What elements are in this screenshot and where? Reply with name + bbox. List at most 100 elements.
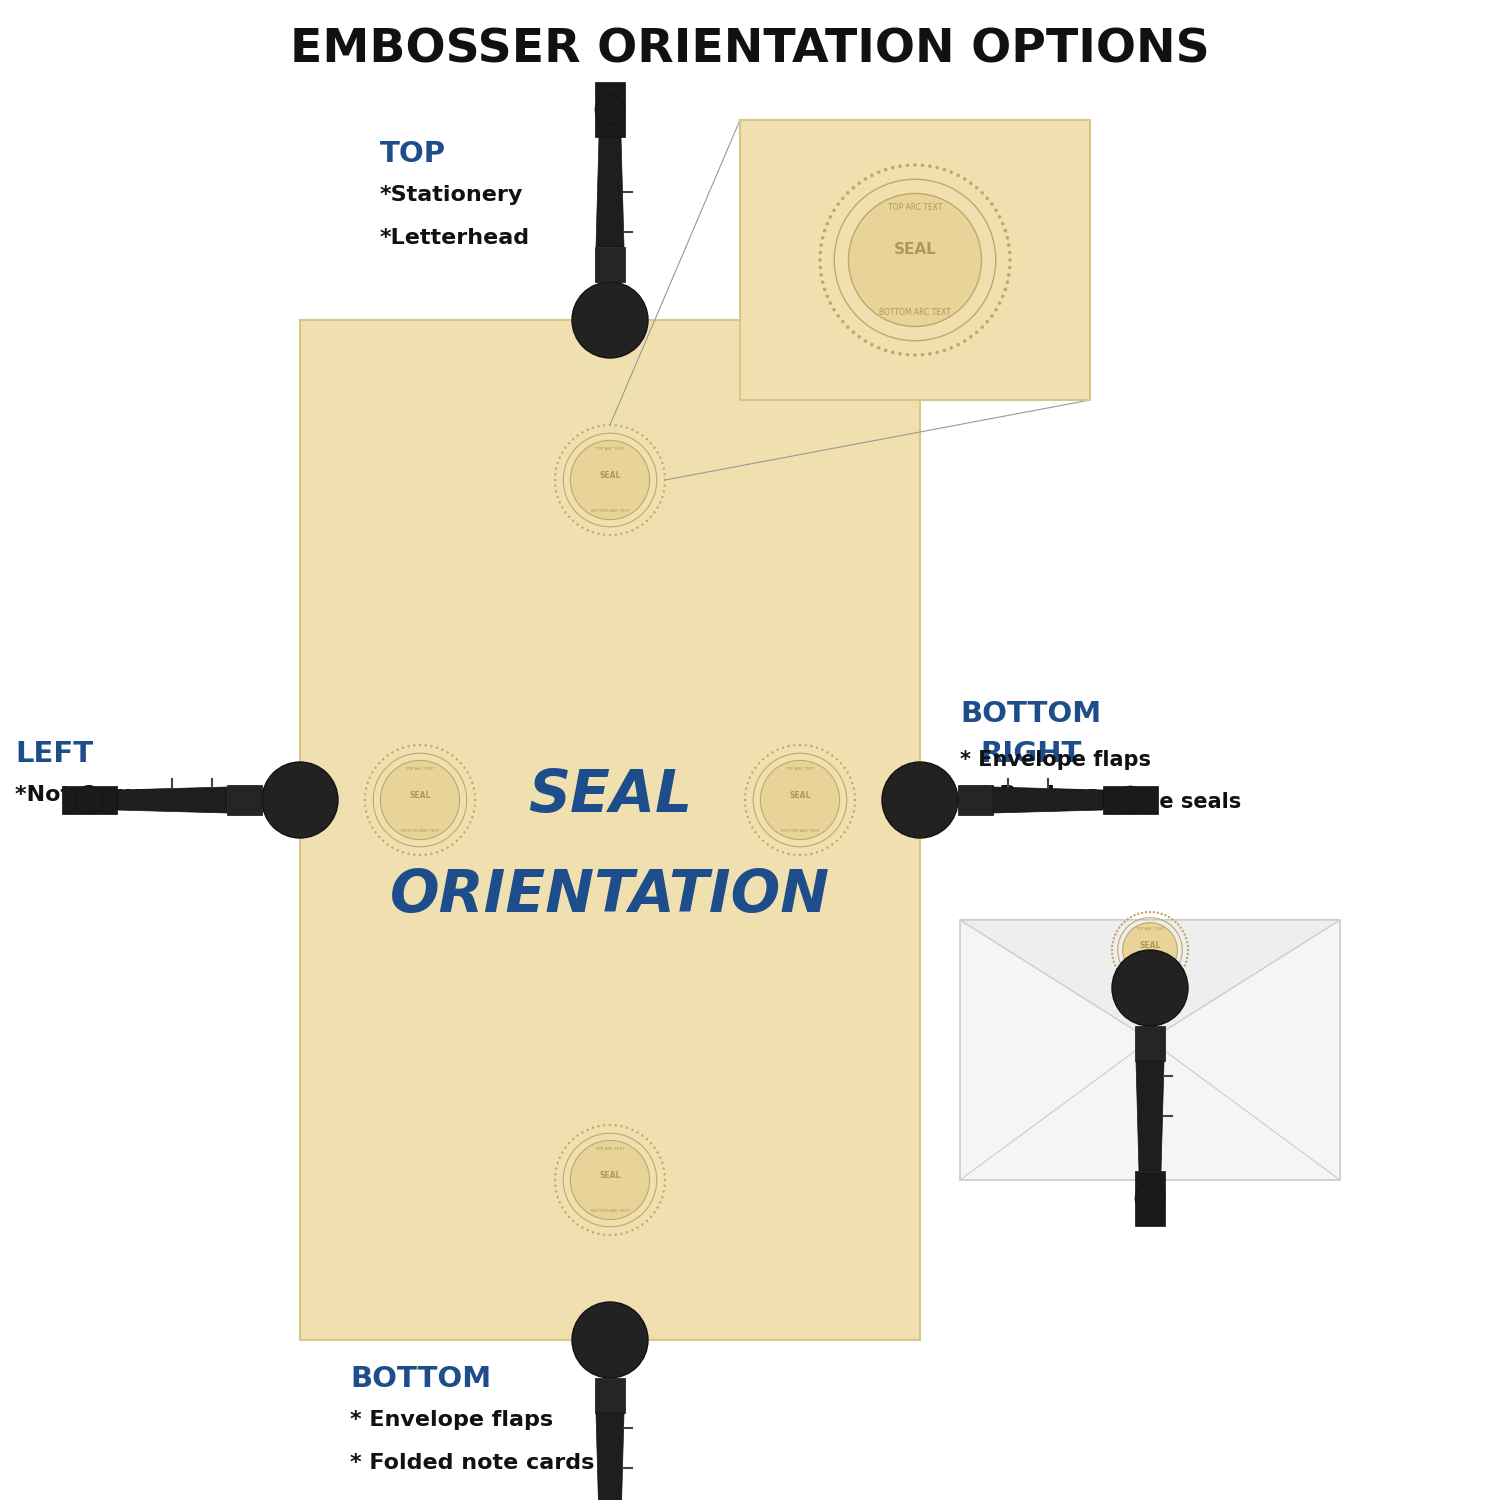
Circle shape [662, 1196, 663, 1198]
Circle shape [464, 831, 465, 834]
Circle shape [1186, 940, 1188, 944]
Polygon shape [958, 784, 993, 814]
Circle shape [752, 827, 753, 828]
Circle shape [1112, 957, 1114, 958]
Circle shape [609, 1124, 610, 1126]
Circle shape [1137, 986, 1140, 987]
Circle shape [572, 282, 648, 358]
Circle shape [1120, 974, 1124, 976]
Circle shape [957, 174, 960, 177]
Circle shape [824, 288, 827, 291]
Circle shape [1142, 912, 1143, 914]
Circle shape [370, 771, 374, 774]
Circle shape [1186, 950, 1190, 951]
Circle shape [777, 748, 778, 752]
Circle shape [746, 810, 747, 813]
Circle shape [657, 1206, 658, 1209]
Circle shape [963, 177, 966, 182]
Circle shape [558, 456, 561, 459]
Polygon shape [993, 788, 1102, 813]
Circle shape [936, 166, 939, 170]
Circle shape [762, 840, 765, 842]
Circle shape [603, 534, 606, 536]
Circle shape [870, 344, 873, 346]
Circle shape [582, 1227, 584, 1228]
Circle shape [819, 251, 822, 255]
Circle shape [794, 744, 795, 747]
Circle shape [663, 468, 664, 470]
Circle shape [645, 519, 648, 522]
Circle shape [471, 816, 474, 818]
Circle shape [986, 196, 988, 200]
Circle shape [842, 320, 844, 324]
Circle shape [804, 853, 807, 856]
Circle shape [658, 501, 662, 504]
Text: SEAL: SEAL [600, 471, 621, 480]
Circle shape [788, 746, 790, 747]
Circle shape [906, 352, 909, 357]
Circle shape [837, 314, 840, 318]
Circle shape [1007, 273, 1011, 276]
Circle shape [586, 1128, 590, 1131]
Circle shape [1000, 222, 1005, 225]
Text: BOTTOM: BOTTOM [350, 1365, 492, 1394]
Bar [740, 120, 1090, 400]
Circle shape [1179, 970, 1182, 974]
Circle shape [921, 164, 924, 166]
Circle shape [846, 326, 849, 328]
Circle shape [1120, 924, 1124, 926]
Circle shape [554, 1179, 556, 1180]
Circle shape [564, 447, 567, 448]
Circle shape [1186, 952, 1190, 956]
Circle shape [1000, 294, 1005, 298]
Circle shape [626, 1232, 628, 1233]
Text: ORIENTATION: ORIENTATION [390, 867, 830, 924]
Circle shape [582, 1131, 584, 1134]
Circle shape [843, 831, 846, 834]
Circle shape [747, 816, 748, 818]
Circle shape [1134, 914, 1136, 916]
Circle shape [466, 827, 470, 828]
Circle shape [576, 435, 579, 436]
Text: TOP ARC TEXT: TOP ARC TEXT [1136, 927, 1164, 930]
Circle shape [436, 850, 438, 853]
Text: * Envelope flaps: * Envelope flaps [350, 1410, 554, 1430]
Circle shape [794, 853, 795, 856]
Text: SEAL: SEAL [410, 790, 430, 800]
Polygon shape [596, 248, 626, 282]
Circle shape [650, 1142, 652, 1144]
Circle shape [852, 330, 855, 334]
Circle shape [914, 352, 916, 357]
Text: TOP ARC TEXT: TOP ARC TEXT [784, 766, 814, 771]
Circle shape [632, 1228, 633, 1232]
Circle shape [821, 236, 825, 240]
Circle shape [758, 762, 760, 765]
Circle shape [1005, 236, 1010, 240]
Circle shape [852, 810, 855, 813]
Circle shape [640, 1224, 644, 1226]
Circle shape [1004, 288, 1007, 291]
Circle shape [650, 516, 652, 518]
Circle shape [878, 171, 880, 174]
Circle shape [1164, 914, 1167, 916]
Circle shape [788, 852, 790, 855]
Circle shape [852, 788, 855, 790]
Circle shape [382, 840, 384, 842]
Circle shape [1112, 950, 1188, 1026]
Circle shape [1112, 945, 1113, 946]
Circle shape [597, 424, 600, 427]
Circle shape [364, 800, 366, 801]
Circle shape [609, 424, 610, 426]
Circle shape [663, 1173, 666, 1176]
Circle shape [850, 816, 853, 818]
Circle shape [744, 794, 747, 795]
Circle shape [884, 168, 888, 171]
Circle shape [620, 532, 622, 536]
Circle shape [609, 534, 610, 536]
Circle shape [626, 531, 628, 534]
Circle shape [821, 748, 824, 752]
Circle shape [1164, 984, 1167, 986]
Circle shape [1116, 786, 1144, 814]
Circle shape [555, 1167, 558, 1170]
Circle shape [819, 243, 824, 248]
